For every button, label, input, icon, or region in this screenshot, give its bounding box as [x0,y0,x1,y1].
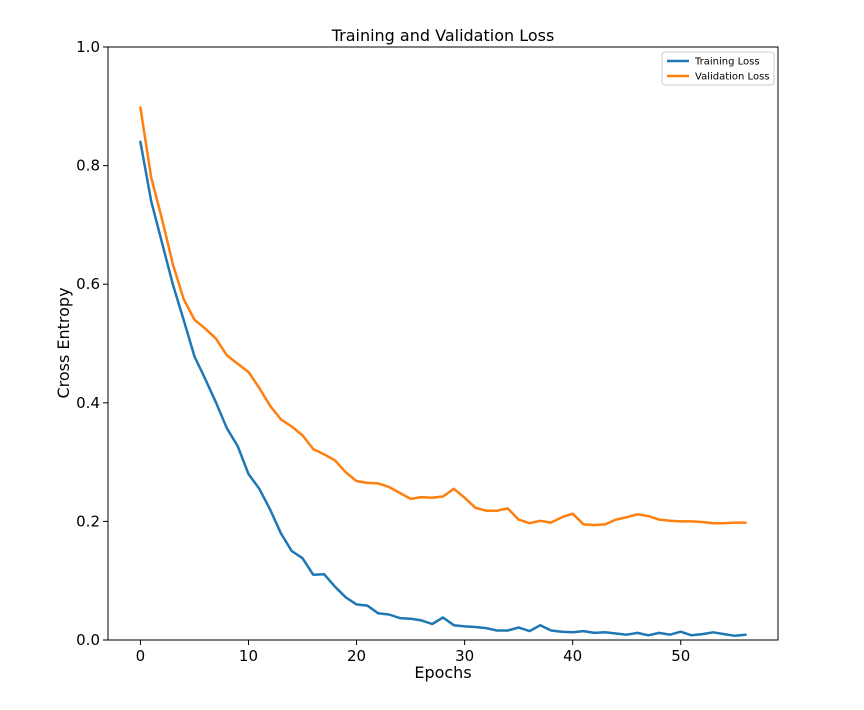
series-line-training-loss [139,140,747,638]
legend-box [661,51,775,86]
legend-label-training-loss: Training Loss [694,57,760,68]
y-tick-label: 0.6 [76,275,100,293]
x-tick-label: 30 [455,647,474,665]
y-tick-label: 1.0 [76,38,100,56]
legend-label-validation-loss: Validation Loss [695,72,770,83]
y-tick-label: 0.0 [76,631,100,649]
x-tick-label: 0 [136,647,146,665]
x-tick-label: 10 [239,647,258,665]
x-tick-label: 20 [347,647,366,665]
y-axis: 0.0 0.2 0.4 0.6 0.8 1.0 [76,38,108,649]
chart-title: Training and Validation Loss [331,26,555,45]
x-axis-title: Epochs [414,663,471,682]
y-axis-title: Cross Entropy [54,287,73,398]
legend: Training Loss Validation Loss [661,51,775,86]
y-tick-label: 0.4 [76,394,100,412]
x-tick-label: 40 [563,647,582,665]
x-tick-label: 50 [671,647,690,665]
plot-frame [107,46,779,641]
plot-area [139,106,747,638]
x-axis: 0 10 20 30 40 50 [136,640,690,665]
y-tick-label: 0.2 [76,512,100,530]
y-tick-label: 0.8 [76,157,100,175]
series-line-validation-loss [139,106,747,527]
